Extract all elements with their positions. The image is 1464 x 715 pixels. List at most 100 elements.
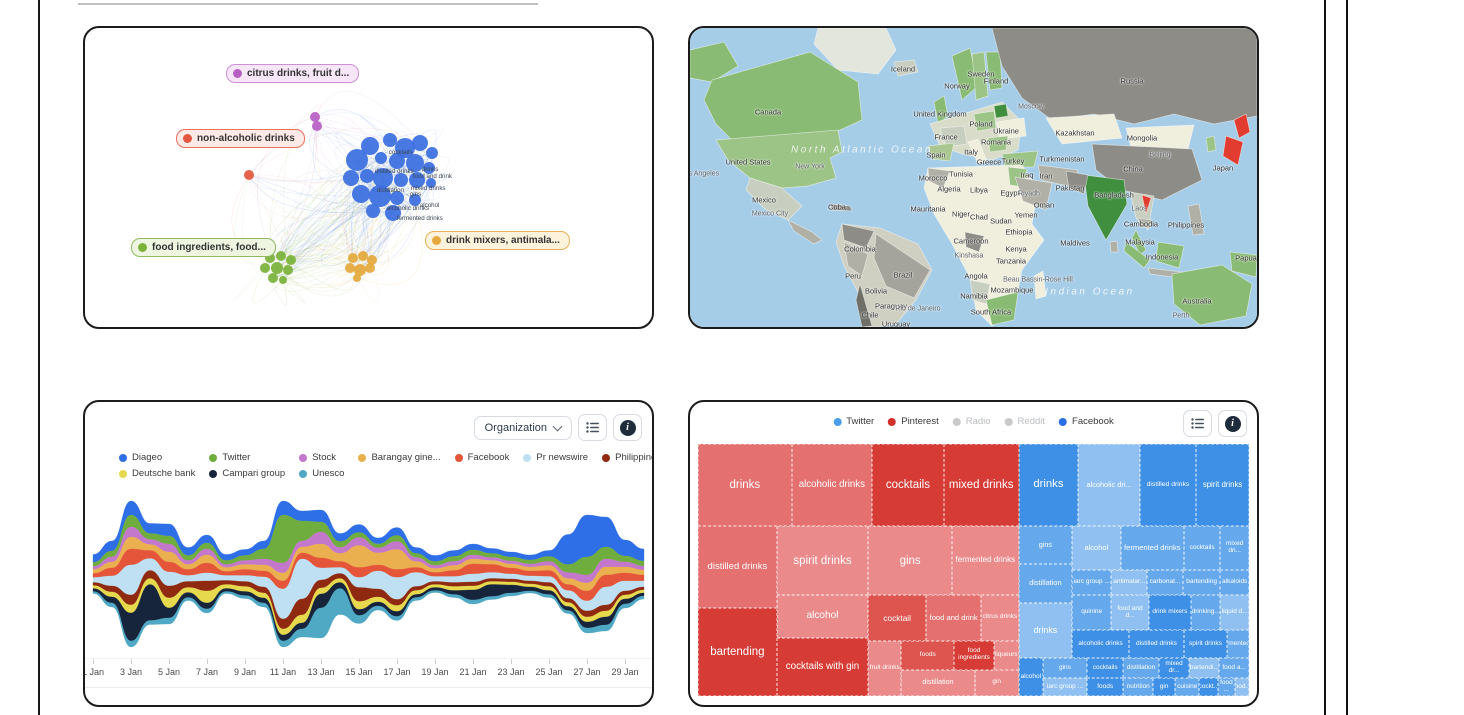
treemap-cell[interactable]: fermented drinks xyxy=(1120,525,1184,570)
treemap-cell[interactable]: alkaloids xyxy=(1220,570,1249,596)
choropleth-map-canvas[interactable] xyxy=(690,28,1257,327)
treemap-cell[interactable]: fermented... xyxy=(1226,630,1249,659)
cluster-pill[interactable]: non-alcoholic drinks xyxy=(176,129,305,148)
legend-item[interactable]: Radio xyxy=(952,416,991,427)
treemap-cell[interactable]: cockt... xyxy=(1199,678,1219,696)
treemap-cell[interactable]: alcoholic dri... xyxy=(1078,444,1140,526)
legend-item[interactable]: Pinterest xyxy=(888,416,939,427)
legend-label: Twitter xyxy=(222,452,251,463)
treemap-info-button[interactable]: i xyxy=(1218,410,1247,437)
treemap-cell[interactable]: foods xyxy=(901,640,955,670)
treemap-cell[interactable]: distilled drinks xyxy=(1139,444,1197,526)
legend-item[interactable]: Deutsche bank xyxy=(119,468,195,479)
network-graph-canvas[interactable]: · cocktails· drinks· distilled drinks· f… xyxy=(85,28,652,327)
treemap-cell[interactable]: fermented drinks xyxy=(952,525,1019,596)
treemap-cell[interactable]: liquid d... xyxy=(1220,595,1249,631)
treemap-cell[interactable]: bartending xyxy=(698,607,777,696)
legend-item[interactable]: Campari group xyxy=(209,468,285,479)
legend-item[interactable]: Pr newswire xyxy=(523,452,588,463)
info-button[interactable]: i xyxy=(613,414,642,441)
treemap-cell[interactable]: mixed drinks xyxy=(943,444,1019,526)
treemap-cell[interactable]: quinine xyxy=(1072,595,1112,631)
treemap-cell[interactable]: gins xyxy=(1018,525,1073,564)
treemap-cell[interactable]: cocktail xyxy=(868,595,927,641)
treemap-cell[interactable]: foods xyxy=(1087,678,1124,696)
info-icon: i xyxy=(1224,415,1241,432)
treemap-cell[interactable]: spirit drinks xyxy=(1183,630,1227,659)
treemap-cell[interactable]: citrus drinks xyxy=(981,595,1019,641)
treemap-cell[interactable]: drinks xyxy=(1018,602,1073,659)
treemap-cell[interactable]: distilled drinks xyxy=(698,525,777,608)
treemap-cell[interactable]: distillation xyxy=(1018,563,1073,603)
treemap-cell[interactable]: iarc group ... xyxy=(1042,678,1087,696)
treemap-cell[interactable]: carbonat... xyxy=(1147,570,1183,596)
treemap-cell[interactable]: distillation xyxy=(901,669,975,696)
treemap-cell[interactable]: distillation xyxy=(1123,658,1159,679)
treemap-cell[interactable]: liqueurs xyxy=(993,640,1019,670)
treemap-cell[interactable]: spirit drinks xyxy=(1196,444,1249,526)
treemap-cell[interactable]: cocktails xyxy=(1183,525,1221,570)
treemap-cell[interactable]: cocktails xyxy=(1087,658,1124,679)
treemap-cell[interactable]: food... xyxy=(1234,678,1249,696)
map-label: South Africa xyxy=(970,307,1012,317)
legend-dot-icon xyxy=(1004,417,1013,426)
treemap-cell[interactable]: gin xyxy=(1153,678,1176,696)
legend-item[interactable]: Twitter xyxy=(833,416,874,427)
treemap-cell[interactable]: gin xyxy=(974,669,1019,696)
legend-item[interactable]: Barangay gine... xyxy=(358,452,441,463)
treemap-cell[interactable]: nutrition xyxy=(1123,678,1154,696)
axis-label: 1 Jan xyxy=(83,667,104,677)
treemap-cell[interactable]: food ... xyxy=(1218,678,1235,696)
cluster-pill-label: non-alcoholic drinks xyxy=(197,133,295,144)
organization-dropdown[interactable]: Organization xyxy=(473,415,572,440)
cluster-dot-icon xyxy=(183,134,192,143)
legend-item[interactable]: Philippine bask... xyxy=(602,452,652,463)
treemap-cell[interactable]: drinking... xyxy=(1191,595,1221,631)
legend-item[interactable]: Twitter xyxy=(209,452,285,463)
legend-item[interactable]: Diageo xyxy=(119,452,195,463)
treemap-cell[interactable]: alcohol xyxy=(1072,525,1121,570)
treemap-legend-list-button[interactable] xyxy=(1183,410,1212,437)
treemap-cell[interactable]: iarc group ... xyxy=(1072,570,1112,596)
treemap-cell[interactable]: cuisine xyxy=(1175,678,1200,696)
treemap-cell[interactable]: antimalar... xyxy=(1111,570,1148,596)
cluster-pill[interactable]: citrus drinks, fruit d... xyxy=(226,64,360,83)
treemap-cell[interactable]: bartendi... xyxy=(1189,658,1220,679)
treemap-cell[interactable]: alcoholic drinks xyxy=(1072,630,1129,659)
cluster-pill[interactable]: drink mixers, antimala... xyxy=(425,231,570,250)
treemap-cell[interactable]: spirit drinks xyxy=(776,525,869,596)
map-label: Mozambique xyxy=(990,285,1034,295)
treemap-cell[interactable]: mixed dri... xyxy=(1220,525,1249,570)
treemap-cell[interactable]: drinks xyxy=(698,444,792,526)
treemap-cell[interactable]: cocktails with gin xyxy=(776,638,869,696)
treemap-cell[interactable]: cocktails xyxy=(872,444,944,526)
treemap-cell[interactable]: gins xyxy=(1042,658,1087,679)
accent-scrollbar[interactable] xyxy=(1324,0,1348,715)
streamgraph-canvas[interactable] xyxy=(85,482,652,662)
treemap-cell[interactable]: mixed dr... xyxy=(1158,658,1190,679)
treemap-cell[interactable]: food a... xyxy=(1219,658,1249,679)
map-label: Bangladesh xyxy=(1094,190,1134,200)
legend-list-button[interactable] xyxy=(578,414,607,441)
legend-item[interactable]: Reddit xyxy=(1004,416,1045,427)
treemap-cell[interactable]: gins xyxy=(868,525,952,596)
treemap-cell[interactable]: fruit drinks xyxy=(868,640,902,696)
treemap-cell[interactable]: alcohol xyxy=(1018,658,1043,696)
treemap-cell[interactable]: food and drink xyxy=(926,595,982,641)
legend-item[interactable]: Facebook xyxy=(1059,416,1114,427)
treemap-cell[interactable]: alcohol xyxy=(776,595,869,639)
legend-item[interactable]: Facebook xyxy=(454,452,509,463)
cluster-pill[interactable]: food ingredients, food... xyxy=(131,238,276,257)
treemap-cell[interactable]: bartending xyxy=(1182,570,1221,596)
treemap-cell[interactable]: food ingredients xyxy=(954,640,994,670)
treemap-cell[interactable]: drink mixers xyxy=(1148,595,1192,631)
treemap-cell[interactable]: drinks xyxy=(1018,444,1079,526)
legend-item[interactable]: Unesco xyxy=(299,468,344,479)
legend-item[interactable]: Stock xyxy=(299,452,344,463)
treemap-cell[interactable]: distilled drinks xyxy=(1128,630,1184,659)
map-label: Turkmenistan xyxy=(1039,154,1085,164)
treemap-cell[interactable]: alcoholic drinks xyxy=(791,444,873,526)
axis-label: 9 Jan xyxy=(233,667,257,677)
network-graph-card: · cocktails · drinks · distilled drinks · f… xyxy=(83,26,654,329)
treemap-cell[interactable]: food and d... xyxy=(1111,595,1149,631)
